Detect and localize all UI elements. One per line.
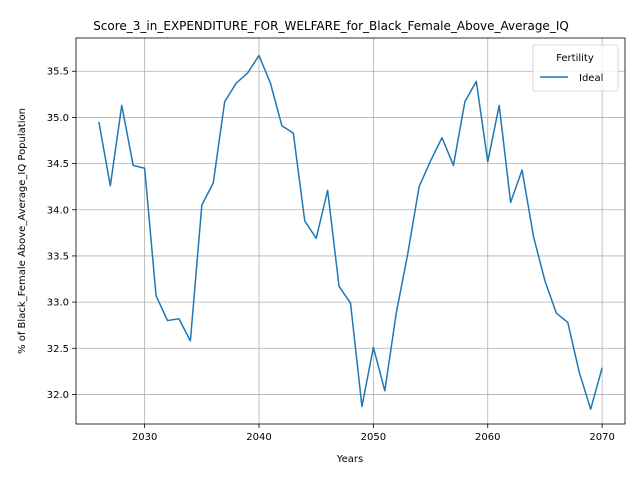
x-tick-label: 2040	[246, 432, 271, 443]
y-tick-label: 34.5	[47, 159, 69, 170]
y-tick-label: 33.5	[47, 251, 69, 262]
y-tick-label: 32.0	[47, 390, 69, 401]
y-axis-label: % of Black_Female Above_Average_IQ Popul…	[17, 108, 28, 354]
y-tick-label: 35.5	[47, 67, 69, 78]
x-tick-label: 2070	[589, 432, 614, 443]
plot-frame	[75, 37, 626, 425]
series-line-ideal	[98, 54, 603, 410]
y-tick-label: 33.0	[47, 298, 69, 309]
legend-box	[532, 44, 619, 92]
y-tick-label: 34.0	[47, 205, 69, 216]
x-tick-label: 2030	[132, 432, 157, 443]
x-tick-label: 2060	[475, 432, 500, 443]
chart-title: Score_3_in_EXPENDITURE_FOR_WELFARE_for_B…	[93, 19, 569, 33]
grid	[76, 38, 625, 424]
series-lines	[98, 54, 603, 410]
axis-ticks: 2030 2040 2050 2060 2070 32.0 32.5 33.0 33.5 34.0…	[47, 67, 615, 443]
legend-label-ideal: Ideal	[579, 73, 603, 84]
legend: Fertility Ideal	[532, 44, 619, 92]
y-tick-label: 35.0	[47, 113, 69, 124]
x-tick-label: 2050	[361, 432, 386, 443]
legend-title: Fertility	[556, 53, 594, 64]
x-axis-label: Years	[336, 454, 363, 465]
y-tick-label: 32.5	[47, 344, 69, 355]
